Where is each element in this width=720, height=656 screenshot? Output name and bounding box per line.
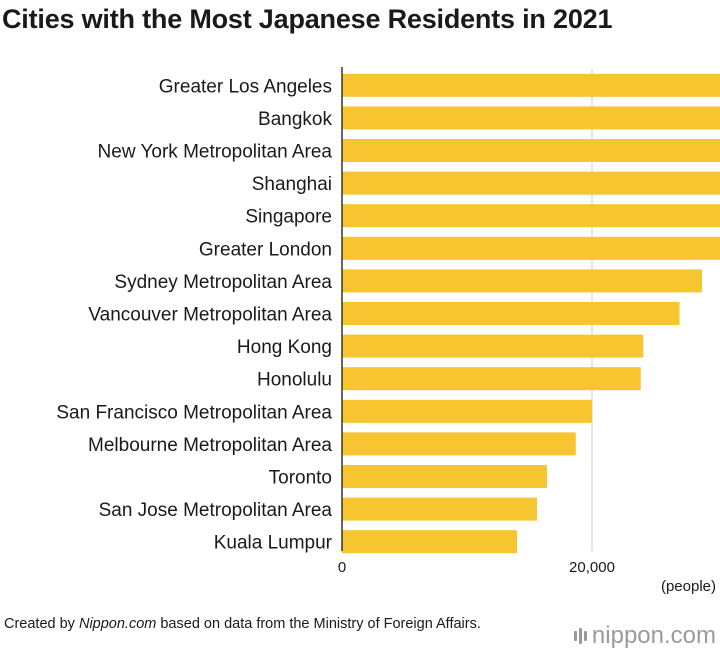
- logo-text: nippon.com: [591, 622, 716, 649]
- category-label-14: Kuala Lumpur: [214, 533, 333, 554]
- chart-title: Cities with the Most Japanese Residents …: [2, 4, 613, 34]
- category-label-10: San Francisco Metropolitan Area: [56, 402, 332, 423]
- bar-9: [342, 367, 641, 391]
- x-axis-label: (people): [660, 578, 716, 595]
- category-label-9: Honolulu: [257, 370, 332, 391]
- bar-4: [342, 204, 720, 228]
- category-label-7: Vancouver Metropolitan Area: [88, 305, 332, 326]
- category-label-3: Shanghai: [252, 174, 332, 195]
- bar-8: [342, 334, 644, 358]
- category-label-5: Greater London: [199, 239, 332, 260]
- source-note: Created by Nippon.com based on data from…: [4, 615, 494, 634]
- x-tick-label-0: 0: [338, 559, 346, 576]
- category-label-4: Singapore: [245, 207, 332, 228]
- category-label-13: San Jose Metropolitan Area: [99, 500, 333, 521]
- bar-11: [342, 432, 576, 456]
- category-label-8: Hong Kong: [237, 337, 332, 358]
- bar-1: [342, 106, 720, 130]
- category-label-1: Bangkok: [258, 109, 332, 130]
- bar-12: [342, 465, 547, 488]
- bar-7: [342, 302, 680, 325]
- bar-14: [342, 530, 517, 554]
- logo-bars-icon: [573, 628, 587, 644]
- category-label-2: New York Metropolitan Area: [98, 142, 333, 163]
- bar-3: [342, 171, 720, 195]
- bar-6: [342, 269, 702, 293]
- bar-2: [342, 139, 720, 162]
- category-label-0: Greater Los Angeles: [159, 76, 332, 97]
- bar-chart: Greater Los Angeles Bangkok New York Metro…: [56, 67, 720, 576]
- source-prefix: Created by: [4, 616, 79, 632]
- bar-10: [342, 399, 592, 423]
- bar-5: [342, 236, 720, 260]
- category-label-11: Melbourne Metropolitan Area: [88, 435, 332, 456]
- source-suffix: based on data from the Ministry of Forei…: [156, 616, 481, 632]
- category-label-6: Sydney Metropolitan Area: [114, 272, 332, 293]
- source-brand: Nippon.com: [78, 616, 157, 632]
- bar-13: [342, 497, 537, 521]
- bar-0: [342, 73, 720, 97]
- nippon-logo: nippon.com: [573, 622, 716, 650]
- x-tick-label-1: 20,000: [569, 559, 615, 576]
- category-label-12: Toronto: [269, 468, 332, 489]
